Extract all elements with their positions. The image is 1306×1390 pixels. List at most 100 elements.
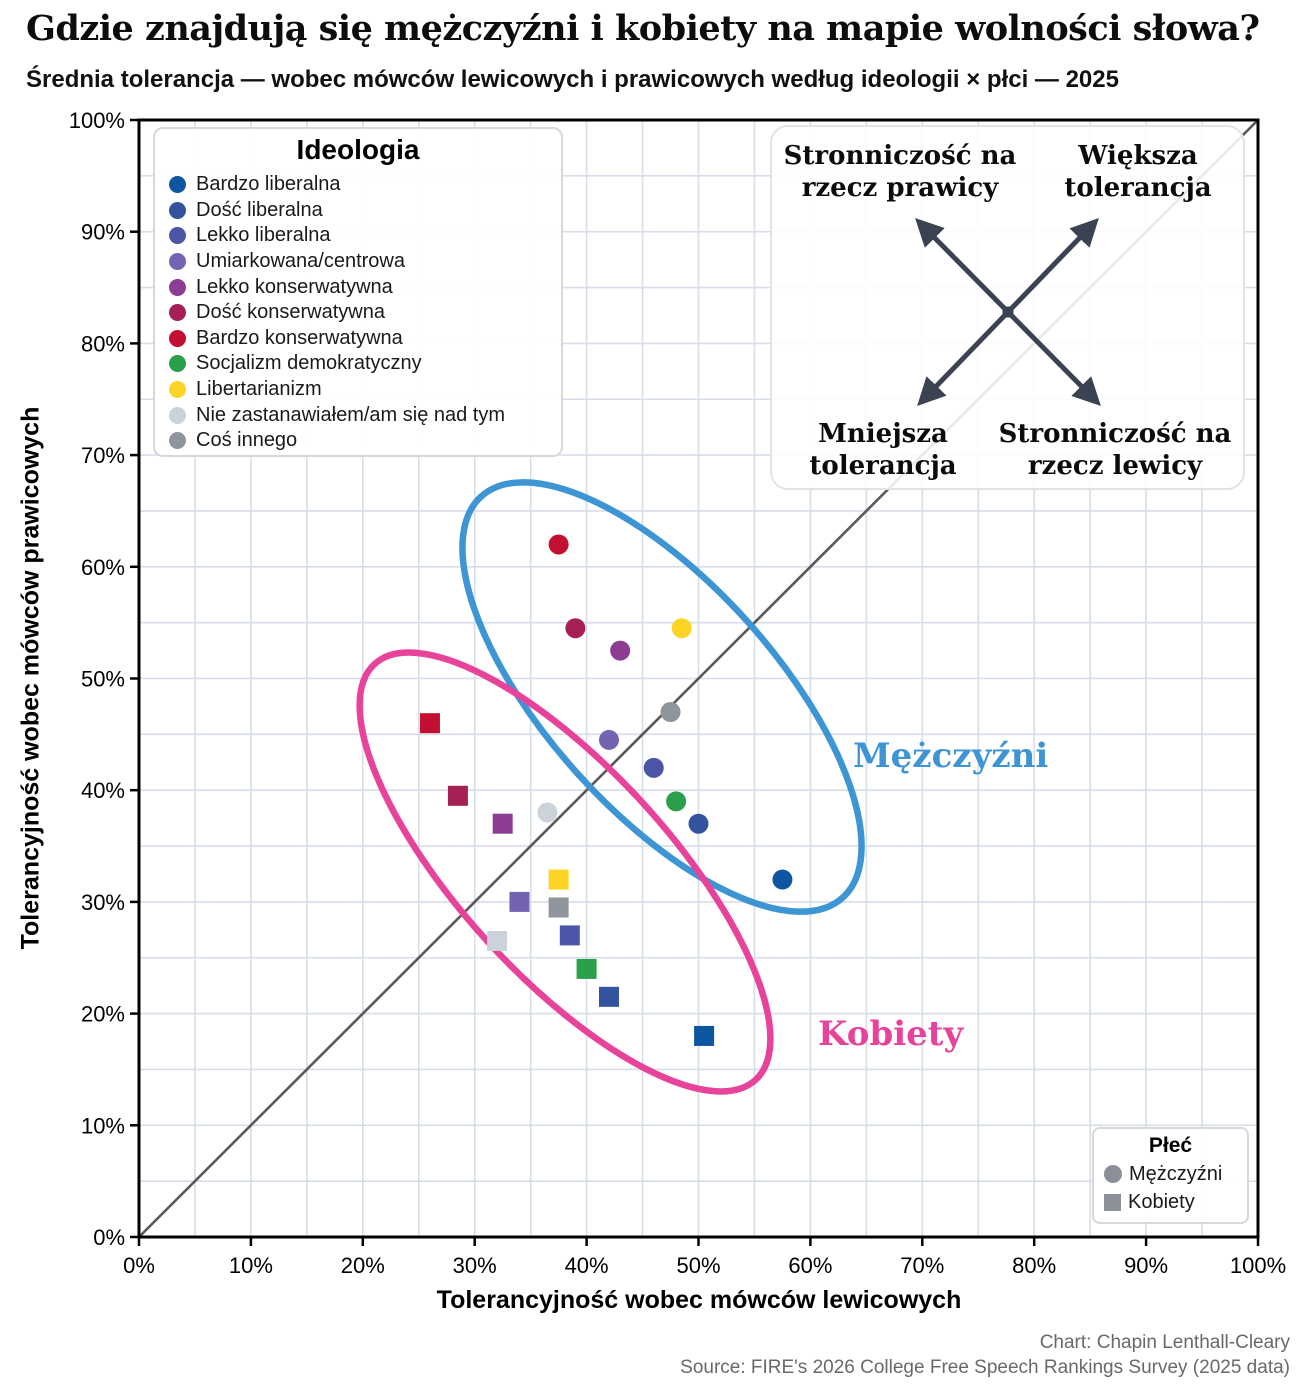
legend-label-umiarkowana-centrowa: Umiarkowana/centrowa (196, 250, 405, 273)
point-men-umiarkowana-centrowa (598, 729, 619, 750)
legend-item-dosc-liberalna: Dość liberalna (169, 198, 561, 224)
legend-label-lekko-konserwatywna: Lekko konserwatywna (196, 275, 393, 298)
y-tick-label: 0% (93, 1225, 125, 1250)
source-credit: Chart: Chapin Lenthall-Cleary Source: FI… (680, 1330, 1290, 1380)
y-tick-label: 100% (69, 108, 125, 133)
annotation-top-right: Większa tolerancja (1064, 141, 1212, 203)
x-tick-label: 30% (453, 1253, 497, 1278)
point-men-bardzo-liberalna (772, 869, 793, 890)
legend-item-libertarianizm: Libertarianizm (169, 377, 561, 403)
y-tick-label: 30% (81, 890, 125, 915)
x-tick-label: 40% (565, 1253, 609, 1278)
arrow-center-node (1002, 306, 1014, 318)
point-men-cos-innego (660, 702, 681, 723)
point-women-lekko-liberalna (559, 925, 580, 946)
legend-item-lekko-konserwatywna: Lekko konserwatywna (169, 274, 561, 300)
legend-label-nie-zastanawialem: Nie zastanawiałem/am się nad tym (196, 403, 506, 426)
annotation-top-left: Stronniczość na rzecz prawicy (783, 141, 1017, 203)
point-women-dosc-liberalna (598, 986, 619, 1007)
ideology-legend-items: Bardzo liberalna Dość liberalna Lekko libe… (155, 172, 561, 454)
legend-label-libertarianizm: Libertarianizm (196, 378, 322, 401)
gender-legend-label-women: Kobiety (1128, 1190, 1195, 1213)
quadrant-annotation: Stronniczość na rzecz prawicy Większa to… (770, 125, 1245, 490)
point-women-umiarkowana-centrowa (509, 891, 530, 912)
legend-item-nie-zastanawialem: Nie zastanawiałem/am się nad tym (169, 402, 561, 428)
point-women-bardzo-konserwatywna (419, 713, 440, 734)
legend-swatch-socjalizm-demokratyczny (169, 355, 186, 373)
point-men-lekko-liberalna (643, 757, 664, 778)
chart-subtitle: Średnia tolerancja — wobec mówców lewico… (26, 66, 1119, 93)
women-square-marker-icon (1104, 1193, 1121, 1211)
legend-item-bardzo-liberalna: Bardzo liberalna (169, 172, 561, 198)
gender-legend-title: Płeć (1148, 1134, 1193, 1157)
gender-legend-item-men: Mężczyźni (1104, 1162, 1247, 1186)
y-tick-label: 70% (81, 443, 125, 468)
legend-swatch-lekko-konserwatywna (169, 278, 186, 296)
gender-legend-label-men: Mężczyźni (1129, 1162, 1223, 1185)
annotation-bottom-left: Mniejsza tolerancja (809, 419, 957, 481)
point-women-lekko-konserwatywna (492, 813, 513, 834)
x-axis-label: Tolerancyjność wobec mówców lewicowych (436, 1286, 962, 1314)
legend-label-bardzo-liberalna: Bardzo liberalna (196, 173, 341, 196)
legend-item-lekko-liberalna: Lekko liberalna (169, 223, 561, 249)
x-tick-label: 10% (229, 1253, 273, 1278)
y-tick-label: 40% (81, 778, 125, 803)
x-tick-label: 100% (1230, 1253, 1286, 1278)
legend-label-cos-innego: Coś innego (196, 429, 298, 452)
legend-label-socjalizm-demokratyczny: Socjalizm demokratyczny (196, 352, 422, 375)
y-tick-label: 60% (81, 555, 125, 580)
legend-label-dosc-konserwatywna: Dość konserwatywna (196, 301, 385, 324)
legend-label-bardzo-konserwatywna: Bardzo konserwatywna (196, 326, 403, 349)
legend-swatch-umiarkowana-centrowa (169, 253, 186, 271)
annotation-bottom-right: Stronniczość na rzecz lewicy (998, 419, 1232, 481)
y-tick-label: 90% (81, 220, 125, 245)
point-men-dosc-konserwatywna (565, 618, 586, 639)
source-line-2: Source: FIRE's 2026 College Free Speech … (680, 1357, 1290, 1378)
legend-item-umiarkowana-centrowa: Umiarkowana/centrowa (169, 249, 561, 275)
x-tick-label: 90% (1124, 1253, 1168, 1278)
legend-label-lekko-liberalna: Lekko liberalna (196, 224, 331, 247)
x-tick-label: 80% (1012, 1253, 1056, 1278)
point-women-nie-zastanawialem (487, 930, 508, 951)
chart-title: Gdzie znajdują się mężczyźni i kobiety n… (26, 8, 1260, 49)
point-women-socjalizm-demokratyczny (576, 958, 597, 979)
x-tick-label: 0% (123, 1253, 155, 1278)
y-tick-label: 80% (81, 331, 125, 356)
men-cluster-outline (459, 479, 865, 915)
point-men-dosc-liberalna (688, 813, 709, 834)
point-women-bardzo-liberalna (694, 1025, 715, 1046)
y-tick-label: 20% (81, 1002, 125, 1027)
legend-swatch-cos-innego (169, 432, 186, 450)
y-axis-label: Tolerancyjność wobec mówców prawicowych (16, 406, 45, 950)
quadrant-arrows (915, 217, 1101, 407)
legend-item-bardzo-konserwatywna: Bardzo konserwatywna (169, 326, 561, 352)
legend-swatch-libertarianizm (169, 381, 186, 399)
gender-legend: Płeć Mężczyźni Kobiety (1092, 1127, 1249, 1224)
legend-label-dosc-liberalna: Dość liberalna (196, 198, 323, 221)
x-tick-label: 20% (341, 1253, 385, 1278)
legend-item-cos-innego: Coś innego (169, 428, 561, 454)
men-cluster-label: Mężczyźni (853, 736, 1049, 776)
legend-swatch-dosc-konserwatywna (169, 304, 186, 322)
source-line-1: Chart: Chapin Lenthall-Cleary (1039, 1332, 1290, 1353)
ideology-legend: Ideologia Bardzo liberalna Dość liberalna… (153, 127, 563, 457)
point-men-socjalizm-demokratyczny (666, 791, 687, 812)
legend-swatch-nie-zastanawialem (169, 406, 186, 424)
point-men-bardzo-konserwatywna (548, 534, 569, 555)
x-tick-label: 60% (788, 1253, 832, 1278)
y-tick-label: 10% (81, 1113, 125, 1138)
x-tick-label: 70% (900, 1253, 944, 1278)
gender-legend-item-women: Kobiety (1104, 1190, 1247, 1214)
men-circle-marker-icon (1104, 1165, 1122, 1183)
point-men-libertarianizm (671, 618, 692, 639)
legend-swatch-bardzo-liberalna (169, 176, 186, 194)
y-tick-label: 50% (81, 667, 125, 692)
point-women-cos-innego (548, 897, 569, 918)
women-cluster-label: Kobiety (818, 1014, 964, 1054)
point-men-lekko-konserwatywna (610, 640, 631, 661)
x-tick-label: 50% (676, 1253, 720, 1278)
point-men-nie-zastanawialem (537, 802, 558, 823)
legend-swatch-bardzo-konserwatywna (169, 329, 186, 347)
point-women-dosc-konserwatywna (447, 785, 468, 806)
point-women-libertarianizm (548, 869, 569, 890)
